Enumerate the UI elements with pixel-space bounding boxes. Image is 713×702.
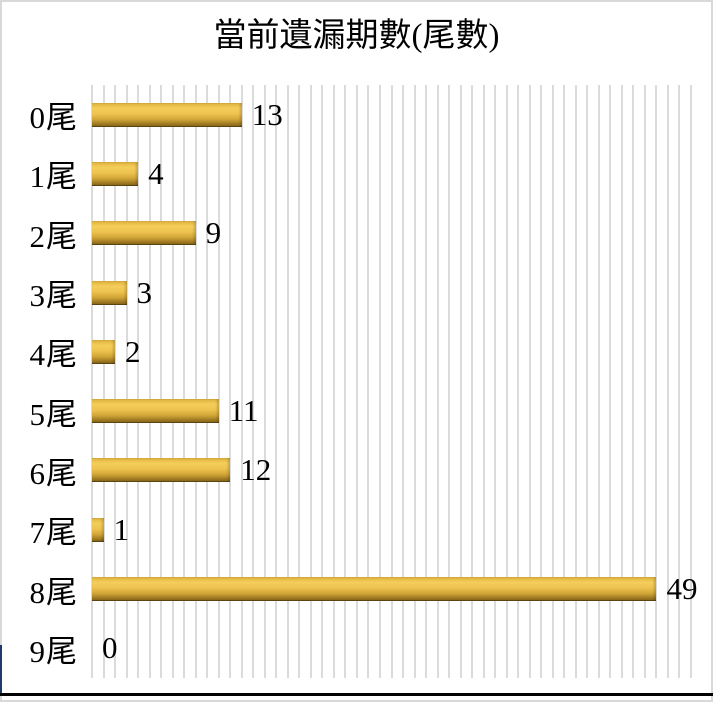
bar xyxy=(92,102,242,127)
gridline xyxy=(563,85,566,678)
gridline xyxy=(148,85,151,678)
bar xyxy=(92,339,116,364)
gridline xyxy=(321,85,324,678)
gridline xyxy=(528,85,531,678)
gridline xyxy=(160,85,163,678)
gridline xyxy=(620,85,623,678)
gridline xyxy=(494,85,497,678)
gridline xyxy=(551,85,554,678)
gridline xyxy=(125,85,128,678)
gridline xyxy=(309,85,312,678)
gridline xyxy=(137,85,140,678)
gridline xyxy=(229,85,232,678)
bar xyxy=(92,517,104,542)
gridline xyxy=(402,85,405,678)
category-label: 3尾 xyxy=(29,278,78,314)
gridline xyxy=(332,85,335,678)
gridline xyxy=(91,85,93,678)
gridline xyxy=(425,85,428,678)
value-label: 13 xyxy=(251,96,283,132)
gridline xyxy=(448,85,451,678)
plot-area xyxy=(91,85,692,678)
category-label: 7尾 xyxy=(29,515,78,551)
category-label: 4尾 xyxy=(29,337,78,373)
gridline xyxy=(344,85,347,678)
gridline xyxy=(586,85,589,678)
gridline xyxy=(666,85,669,678)
gridline xyxy=(298,85,301,678)
value-label: 0 xyxy=(102,630,118,666)
gridline xyxy=(690,85,692,678)
value-label: 49 xyxy=(666,571,698,607)
category-label: 9尾 xyxy=(29,633,78,669)
cell-border-bottom xyxy=(0,693,713,696)
bar xyxy=(92,280,127,305)
gridline xyxy=(390,85,393,678)
bar xyxy=(92,399,219,424)
category-label: 6尾 xyxy=(29,455,78,491)
gridline xyxy=(206,85,209,678)
gridline xyxy=(367,85,370,678)
gridline xyxy=(183,85,186,678)
value-label: 2 xyxy=(125,333,141,369)
category-label: 0尾 xyxy=(29,100,78,136)
bar xyxy=(92,161,139,186)
value-label: 11 xyxy=(228,393,259,429)
gridline xyxy=(413,85,416,678)
gridline xyxy=(286,85,289,678)
gridline xyxy=(609,85,612,678)
gridline xyxy=(378,85,381,678)
gridline xyxy=(540,85,543,678)
gridline xyxy=(217,85,220,678)
bar xyxy=(92,577,657,602)
gridline xyxy=(655,85,658,678)
gridline xyxy=(574,85,577,678)
gridline xyxy=(171,85,174,678)
gridline xyxy=(252,85,255,678)
gridline xyxy=(355,85,358,678)
gridline xyxy=(505,85,508,678)
gridline xyxy=(275,85,278,678)
gridline xyxy=(263,85,266,678)
chart-title: 當前遺漏期數(尾數) xyxy=(213,18,500,54)
value-label: 9 xyxy=(205,215,222,251)
category-label: 1尾 xyxy=(29,159,78,195)
gridline xyxy=(114,85,117,678)
gridline xyxy=(436,85,439,678)
gridline xyxy=(517,85,520,678)
gridline xyxy=(678,85,681,678)
cell-border-left xyxy=(0,645,2,693)
gridline xyxy=(643,85,646,678)
bar xyxy=(92,221,196,246)
gridline xyxy=(471,85,474,678)
category-label: 2尾 xyxy=(29,218,78,254)
gridline xyxy=(194,85,197,678)
gridline xyxy=(459,85,462,678)
gridline xyxy=(597,85,600,678)
value-label: 1 xyxy=(113,511,130,547)
gridline xyxy=(632,85,635,678)
value-label: 3 xyxy=(136,274,153,310)
gridline xyxy=(482,85,485,678)
gridline xyxy=(240,85,243,678)
value-label: 4 xyxy=(148,155,164,191)
gridline xyxy=(102,85,105,678)
category-label: 5尾 xyxy=(29,396,78,432)
bar xyxy=(92,458,231,483)
category-label: 8尾 xyxy=(29,574,78,610)
value-label: 12 xyxy=(240,452,272,488)
